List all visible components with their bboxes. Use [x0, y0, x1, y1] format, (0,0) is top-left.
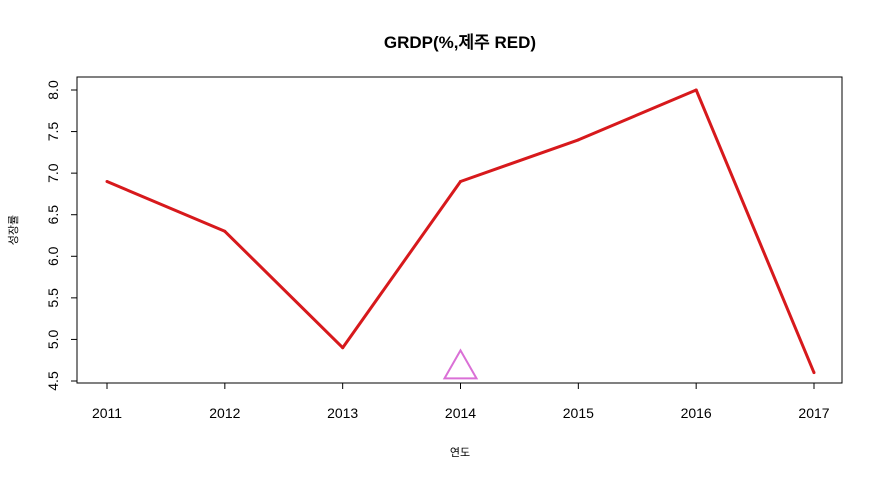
x-axis-label: 연도 [450, 446, 470, 459]
x-axis: 2011 2012 2013 2014 2015 2016 2017 [92, 383, 830, 421]
data-point [105, 179, 109, 183]
data-point [576, 138, 580, 142]
x-tick-label: 2012 [209, 405, 240, 421]
data-point [459, 179, 462, 183]
data-point [341, 346, 345, 350]
x-tick-label: 2011 [92, 405, 122, 421]
x-tick-label: 2015 [563, 405, 594, 421]
y-tick-label: 4.5 [45, 371, 61, 391]
x-tick-label: 2013 [327, 405, 358, 421]
series-line-0 [106, 88, 816, 374]
triangle-marker [442, 348, 479, 380]
x-tick-label: 2016 [681, 405, 712, 421]
x-tick-label: 2014 [445, 405, 476, 421]
y-tick-label: 7.0 [45, 163, 61, 183]
y-tick-label: 6.5 [45, 205, 61, 225]
y-tick-label: 6.0 [45, 246, 61, 266]
y-axis-label: 성장률 [7, 215, 20, 245]
marker-layer [442, 348, 479, 380]
y-tick-label: 8.0 [45, 80, 61, 100]
y-axis: 4.5 5.0 5.5 6.0 6.5 7.0 7.5 8.0 [45, 80, 77, 391]
chart-title: GRDP(%,제주 RED) [384, 33, 536, 52]
x-tick-label: 2017 [798, 405, 829, 421]
series-layer [105, 88, 816, 375]
data-point [812, 371, 816, 375]
plot-frame [76, 76, 843, 384]
y-tick-label: 7.5 [45, 122, 61, 142]
data-point [694, 88, 698, 92]
y-tick-label: 5.5 [45, 288, 61, 308]
data-point [223, 229, 227, 233]
y-tick-label: 5.0 [45, 329, 61, 349]
